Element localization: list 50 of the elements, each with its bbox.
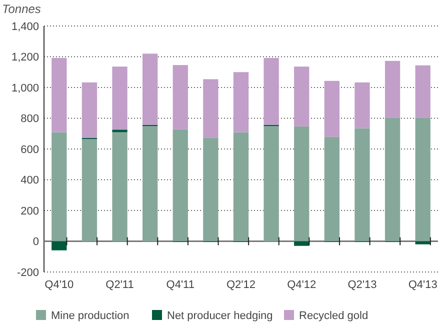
bar	[82, 82, 98, 138]
bar	[384, 60, 400, 118]
x-tick-label: Q4'11	[166, 279, 194, 291]
bar	[82, 139, 98, 242]
y-tick-label: 0	[32, 236, 39, 248]
y-tick-label: 200	[20, 205, 39, 218]
bar	[354, 82, 370, 128]
bar	[203, 79, 218, 138]
bar	[264, 58, 279, 125]
y-tick-label: 600	[20, 144, 39, 156]
bar	[294, 126, 310, 242]
y-tick-label: -200	[16, 266, 39, 279]
legend-label: Net producer hedging	[167, 310, 273, 322]
x-tick-label: Q2'13	[348, 279, 377, 291]
bar	[112, 132, 128, 242]
x-tick-label: Q2'11	[106, 279, 134, 291]
y-tick-label: 400	[20, 174, 39, 187]
legend-label: Recycled gold	[299, 310, 368, 322]
bar	[384, 118, 400, 242]
x-tick-label: Q4'10	[44, 279, 74, 291]
legend-label: Mine production	[51, 310, 130, 322]
x-tick-label: Q4'12	[287, 279, 316, 291]
y-axis-title: Tonnes	[2, 2, 41, 16]
bar	[415, 241, 430, 244]
bar	[52, 58, 67, 132]
y-tick-label: 1,000	[11, 82, 39, 94]
bar	[52, 132, 67, 242]
bar	[203, 138, 218, 242]
bar	[172, 65, 188, 130]
y-tick-label: 800	[20, 113, 39, 126]
bar	[142, 54, 158, 125]
bar	[52, 241, 67, 250]
bar	[324, 136, 340, 242]
bar	[294, 241, 310, 246]
bar	[112, 130, 128, 132]
y-tick-label: 1,200	[11, 52, 39, 64]
bar	[112, 66, 128, 130]
bar	[324, 80, 340, 137]
x-tick-label: Q2'12	[226, 279, 256, 291]
bar	[233, 132, 249, 242]
bar	[142, 126, 158, 242]
bar	[172, 129, 188, 242]
x-tick-label: Q4'13	[408, 279, 438, 291]
bar	[264, 126, 279, 242]
bar	[415, 118, 430, 242]
bar	[233, 72, 249, 132]
y-tick-label: 1,400	[11, 20, 39, 33]
bar	[294, 66, 310, 126]
bar	[415, 65, 430, 118]
bar	[354, 128, 370, 242]
